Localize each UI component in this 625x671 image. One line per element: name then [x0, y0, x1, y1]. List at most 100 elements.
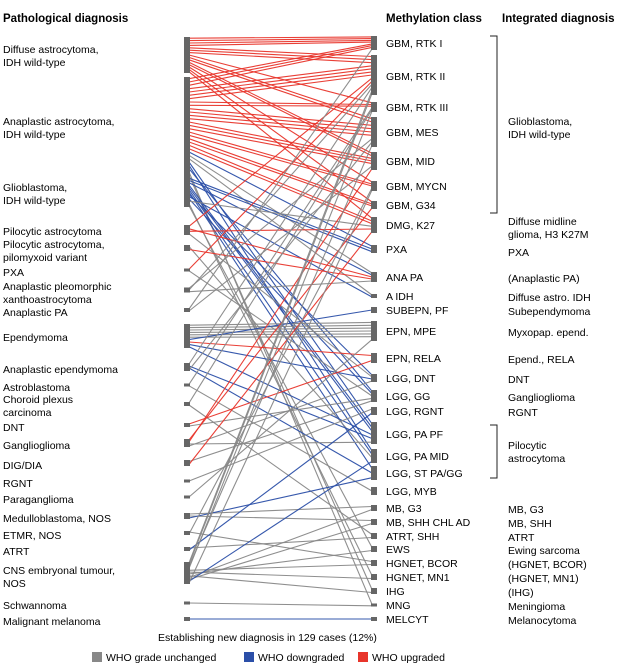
- integrated-label: Diffuse astro. IDH: [508, 292, 591, 304]
- legend-label-0: WHO grade unchanged: [106, 652, 216, 664]
- link-aepn-gbm-rtk-ii: [188, 86, 373, 365]
- pathological-nodes: Diffuse astrocytoma,IDH wild-type Anaplas…: [3, 37, 190, 628]
- mclass-node-dmg-k27: [371, 217, 377, 233]
- mclass-label-mb-g3: MB, G3: [386, 503, 422, 515]
- link-pa-gbm-rtk-ii: [188, 77, 373, 227]
- path-label-mm: Malignant melanoma: [3, 616, 101, 628]
- link-gbm-pxa: [188, 179, 373, 253]
- mclass-node-gbm-rtk-iii: [371, 102, 377, 112]
- integrated-label: (HGNET, BCOR): [508, 559, 587, 571]
- integrated-label: (IHG): [508, 587, 534, 599]
- mclass-node-mb-g3: [371, 505, 377, 511]
- link-schw-mng: [188, 602, 373, 607]
- link-apa-gbm-rtk-i: [188, 48, 373, 310]
- link-aa-dmg-k27: [188, 144, 373, 222]
- mclass-label-gbm-mycn: GBM, MYCN: [386, 181, 447, 193]
- mclass-label-pxa: PXA: [386, 244, 407, 256]
- integrated-label: DNT: [508, 374, 530, 386]
- link-apxa-gbm-rtk-ii: [188, 83, 373, 291]
- legend-swatch-2: [358, 652, 368, 662]
- link-aa-pxa: [188, 151, 373, 247]
- link-aa-gbm-rtk-ii: [188, 74, 373, 100]
- mclass-label-ana-pa: ANA PA: [386, 272, 423, 284]
- link-mb-mb-g3: [188, 505, 373, 515]
- header-pathological: Pathological diagnosis: [3, 13, 128, 25]
- link-aa-gbm-rtk-iii: [188, 101, 373, 106]
- link-aa-gbm-mycn: [188, 131, 373, 185]
- link-gg-lgg-pa-pf: [188, 441, 373, 445]
- mclass-label-lgg-myb: LGG, MYB: [386, 486, 437, 498]
- path-label-rgnt: RGNT: [3, 478, 33, 490]
- link-gg-gbm-g34: [188, 207, 373, 441]
- path-label-cns: NOS: [3, 578, 26, 590]
- path-label-dnt: DNT: [3, 422, 25, 434]
- integrated-label: astrocytoma: [508, 453, 565, 465]
- link-gbm-lgg-dnt: [188, 193, 373, 376]
- link-cns-mb-g3: [188, 508, 373, 579]
- integrated-label: Pilocytic: [508, 440, 547, 452]
- link-cns-hgnet-mn1: [188, 571, 373, 580]
- link-aa-gbm-mycn: [188, 134, 373, 187]
- link-astb-lgg-myb: [188, 385, 373, 492]
- path-label-apa: Anaplastic PA: [3, 307, 68, 319]
- integrated-label: (HGNET, MN1): [508, 573, 579, 585]
- link-gbm-lgg-pa-pf: [188, 187, 373, 432]
- path-label-pgl: Paraganglioma: [3, 494, 74, 506]
- link-aa-gbm-mid: [188, 124, 373, 162]
- path-node-schw: [184, 601, 190, 605]
- path-label-mb: Medulloblastoma, NOS: [3, 513, 111, 525]
- path-node-aepn: [184, 363, 190, 371]
- mclass-node-gbm-rtk-ii: [371, 55, 377, 95]
- path-label-pma: Pilocytic astrocytoma,: [3, 239, 105, 251]
- path-label-da: IDH wild-type: [3, 57, 66, 69]
- link-gbm-lgg-gg: [188, 198, 373, 394]
- legend-swatch-1: [244, 652, 254, 662]
- path-label-cpc: Choroid plexus: [3, 394, 73, 406]
- path-label-da: Diffuse astrocytoma,: [3, 44, 99, 56]
- legend-swatch-0: [92, 652, 102, 662]
- path-node-apa: [184, 308, 190, 312]
- link-apxa-gbm-mes: [188, 138, 373, 289]
- link-aa-lgg-gg: [188, 168, 373, 392]
- mclass-node-lgg-pa-pf: [371, 422, 377, 444]
- path-node-mb: [184, 513, 190, 519]
- mclass-label-dmg-k27: DMG, K27: [386, 220, 435, 232]
- link-gbm-ana-pa: [188, 182, 373, 276]
- link-mb-lgg-st-pa-gg: [188, 477, 373, 519]
- mclass-node-mng: [371, 603, 377, 607]
- link-epn-lgg-pa-pf: [188, 346, 373, 436]
- mclass-node-ihg: [371, 588, 377, 594]
- link-da-gbm-rtk-ii: [188, 47, 373, 58]
- mclass-label-gbm-rtk-iii: GBM, RTK III: [386, 102, 448, 114]
- mclass-label-gbm-rtk-ii: GBM, RTK II: [386, 71, 445, 83]
- link-da-gbm-rtk-ii: [188, 49, 373, 61]
- mclass-label-melcyt: MELCYT: [386, 614, 429, 626]
- mclass-node-lgg-pa-mid: [371, 449, 377, 463]
- link-aa-ihg: [188, 175, 373, 590]
- integrated-label: Diffuse midline: [508, 216, 577, 228]
- link-epn-epn-mpe: [188, 336, 373, 338]
- path-node-pma: [184, 245, 190, 251]
- mclass-node-pxa: [371, 245, 377, 253]
- mclass-node-a-idh: [371, 294, 377, 298]
- mclass-node-lgg-gg: [371, 390, 377, 402]
- link-cns-gbm-rtk-ii: [188, 93, 373, 565]
- link-astb-gbm-rtk-iii: [188, 107, 373, 385]
- path-node-dig: [184, 460, 190, 466]
- legend-label-1: WHO downgraded: [258, 652, 345, 664]
- integrated-label: Melanocytoma: [508, 615, 576, 627]
- path-label-etmr: ETMR, NOS: [3, 530, 61, 542]
- link-gg-lgg-dnt: [188, 380, 373, 447]
- path-node-atrt: [184, 547, 190, 551]
- mclass-node-lgg-rgnt: [371, 407, 377, 415]
- path-node-etmr: [184, 531, 190, 535]
- link-aa-a-idh: [188, 158, 373, 296]
- mclass-label-gbm-g34: GBM, G34: [386, 200, 436, 212]
- mclass-label-lgg-dnt: LGG, DNT: [386, 373, 436, 385]
- mclass-node-melcyt: [371, 617, 377, 621]
- path-label-gbm: Glioblastoma,: [3, 182, 67, 194]
- link-apxa-ana-pa: [188, 280, 373, 293]
- link-etmr-hgnet-bcor: [188, 531, 373, 563]
- link-gbm-lgg-pa-mid: [188, 189, 373, 455]
